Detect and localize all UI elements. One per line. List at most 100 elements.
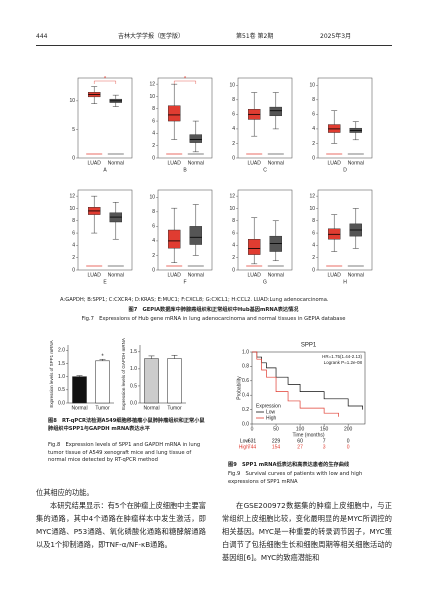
error-bar	[171, 354, 178, 359]
fig7-caption-cn: 图7 GEPIA数据库中肺腺癌组织和正常组织中Hub基因mRNA表达情况	[128, 307, 299, 313]
y-tick-label: 8	[152, 106, 155, 112]
x-tick-label: Tumor	[167, 405, 182, 411]
header-rule	[36, 45, 392, 46]
y-tick-label: 10	[309, 206, 315, 212]
panel-label: B	[183, 167, 187, 173]
category-label: LUAD	[248, 272, 262, 278]
risk-row-label: High	[239, 444, 250, 450]
y-tick-label: 2	[312, 255, 315, 261]
y-tick-label: 6	[312, 112, 315, 118]
survival-curve	[252, 351, 339, 417]
error-bar	[148, 355, 155, 359]
y-tick-label: 0.4	[242, 393, 249, 399]
journal: 吉林大学学报（医学版）	[118, 33, 185, 40]
plot-frame	[237, 189, 293, 271]
plot-frame	[77, 189, 133, 271]
panel-label: E	[103, 279, 107, 285]
paragraph: 在GSE200972数据集的肿瘤上皮细胞中，与正常组织上皮细胞比较，变化最明显的…	[222, 501, 392, 562]
plot-frame	[317, 189, 373, 271]
y-tick-label: 10	[229, 206, 235, 212]
y-tick-label: 2	[152, 253, 155, 259]
sig-star: *	[104, 77, 107, 83]
risk-row-label: Low	[240, 438, 250, 444]
category-label: LUAD	[168, 272, 182, 278]
y-tick-label: 2	[152, 143, 155, 149]
plot-frame	[157, 189, 213, 271]
y-tick-label: 6	[312, 230, 315, 236]
y-tick-label: 0	[152, 267, 155, 273]
plot-frame	[157, 77, 213, 159]
panel-label: A	[103, 167, 107, 173]
y-tick-label: 0	[72, 155, 75, 161]
fig7-caption-en: Fig.7 Expressions of Hub gene mRNA in lu…	[81, 316, 346, 322]
panel-label: D	[343, 167, 347, 173]
sig-star: *	[184, 77, 187, 83]
y-tick-label: 8	[72, 218, 75, 224]
box	[189, 134, 203, 143]
box	[189, 226, 203, 245]
y-tick-label: 0.0	[58, 400, 65, 406]
category-label: Normal	[268, 160, 284, 166]
y-tick-label: 1.0	[58, 374, 65, 380]
box	[269, 106, 282, 117]
y-tick-label: 2	[312, 141, 315, 147]
category-label: Normal	[348, 160, 364, 166]
category-label: LUAD	[88, 272, 102, 278]
y-tick-label: 0.8	[242, 364, 249, 370]
plot-frame	[237, 77, 293, 159]
y-tick-label: 4	[312, 243, 315, 249]
x-tick-label: 0	[251, 426, 254, 432]
y-tick-label: 2	[232, 141, 235, 147]
category-label: Normal	[348, 272, 364, 278]
survival-curve	[252, 351, 363, 410]
category-label: LUAD	[168, 160, 182, 166]
y-tick-label: 10	[309, 83, 315, 89]
plot-frame	[317, 77, 373, 159]
error-bar	[99, 358, 106, 361]
legend-label: Low	[266, 409, 276, 415]
y-tick-label: 2	[72, 255, 75, 261]
x-tick-label: 150	[320, 426, 329, 432]
body-right: 在GSE200972数据集的肿瘤上皮细胞中，与正常组织上皮细胞比较，变化最明显的…	[222, 499, 392, 564]
category-label: Normal	[188, 160, 204, 166]
y-tick-label: 6	[72, 230, 75, 236]
category-label: Normal	[108, 272, 124, 278]
fig9-caption-cn: 图9 SPP1 mRNA低表达和高表达患者的生存曲线	[228, 462, 350, 468]
y-tick-label: 10	[229, 83, 235, 89]
y-axis-label: Expression levels of GAPDH mRNA	[121, 338, 126, 410]
y-tick-label: 5	[72, 127, 75, 133]
date: 2025年3月	[320, 33, 352, 40]
x-tick-label: 50	[273, 426, 279, 432]
risk-count: 631	[248, 438, 257, 444]
risk-count: 3	[323, 444, 326, 450]
bar	[167, 358, 182, 404]
body-left: 位其相应的功能。 本研究结果显示：有5个在肿瘤上皮细胞中主要富集的通路，其中4个…	[36, 486, 206, 551]
risk-count: 744	[248, 444, 257, 450]
category-label: Normal	[268, 272, 284, 278]
y-axis-label: Expression levels of SPP1 mRNA	[49, 340, 54, 407]
sig-bracket	[94, 80, 116, 84]
y-tick-label: 0.0	[242, 421, 249, 427]
y-tick-label: 0.5	[130, 383, 137, 389]
y-tick-label: 4	[72, 243, 75, 249]
y-tick-label: 0.5	[58, 387, 65, 393]
paragraph: 位其相应的功能。	[36, 488, 94, 497]
y-tick-label: 2.0	[58, 348, 65, 354]
x-tick-label: Tumor	[95, 405, 110, 411]
plot-frame	[77, 77, 133, 159]
y-tick-label: 4	[232, 126, 235, 132]
y-tick-label: 10	[69, 206, 75, 212]
y-tick-label: 0.0	[130, 400, 137, 406]
risk-count: 7	[323, 438, 326, 444]
risk-count: 27	[297, 444, 303, 450]
y-tick-label: 8	[232, 97, 235, 103]
y-tick-label: 1.5	[58, 361, 65, 367]
panel-label: F	[183, 279, 186, 285]
y-tick-label: 0.6	[242, 378, 249, 384]
risk-count: 0	[347, 444, 350, 450]
y-tick-label: 10	[149, 195, 155, 201]
bar	[72, 376, 87, 404]
y-tick-label: 8	[152, 209, 155, 215]
fig8-caption-en: Fig.8 Expression levels of SPP1 and GAPD…	[48, 442, 201, 463]
y-tick-label: 6	[232, 230, 235, 236]
